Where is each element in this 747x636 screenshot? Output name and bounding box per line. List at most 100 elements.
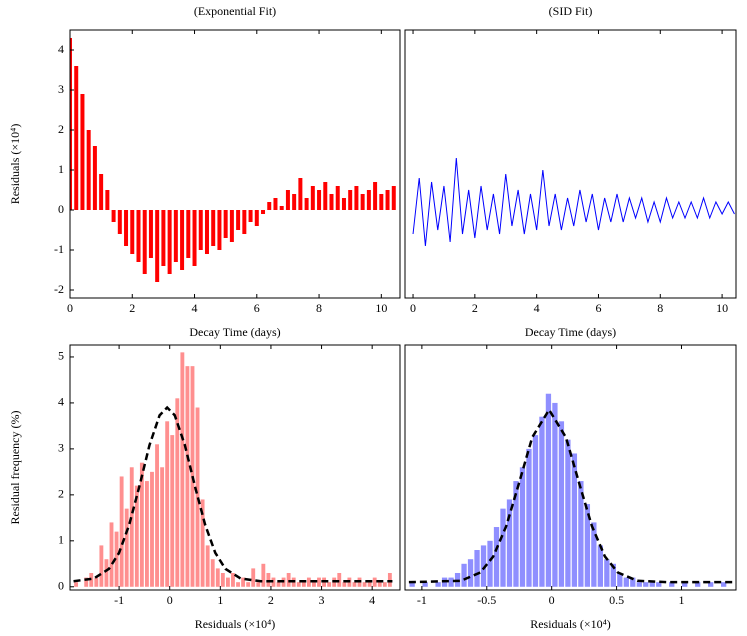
histogram-bar — [195, 407, 200, 587]
histogram-bar — [246, 582, 251, 587]
x-tick-label: -1 — [417, 593, 427, 607]
histogram-bar — [139, 462, 144, 587]
histogram-bar — [215, 568, 220, 587]
histogram-bar — [565, 439, 571, 587]
chart-title: (SID Fit) — [549, 4, 593, 18]
plot-area — [412, 157, 735, 247]
histogram-bar — [124, 508, 129, 587]
histogram-bar — [532, 435, 539, 587]
histogram-bar — [519, 467, 526, 587]
histogram-bar — [377, 582, 382, 587]
y-tick-label: 4 — [58, 395, 64, 409]
histogram-bar — [296, 582, 301, 587]
histogram-bar — [94, 577, 99, 587]
histogram-bar — [312, 582, 316, 587]
histogram-bar — [578, 481, 584, 587]
histogram-bar — [474, 550, 480, 587]
x-tick-label: 0 — [167, 593, 173, 607]
histogram-bar — [109, 522, 114, 587]
histogram-bar — [261, 563, 266, 587]
y-tick-label: 2 — [58, 122, 64, 136]
x-tick-label: 4 — [369, 593, 375, 607]
x-tick-label: 0 — [410, 301, 416, 315]
histogram-bar — [591, 522, 597, 587]
y-tick-label: 4 — [58, 42, 64, 56]
histogram-bar — [205, 545, 210, 587]
histogram-bar — [372, 577, 377, 587]
histogram-bar — [271, 577, 276, 587]
y-tick-label: 5 — [58, 349, 64, 363]
axes-frame — [404, 29, 737, 299]
histogram-bar — [584, 504, 591, 587]
x-tick-label: 10 — [375, 301, 387, 315]
histogram-bar — [236, 582, 240, 587]
histogram-bar — [409, 582, 415, 587]
histogram-bar — [493, 527, 500, 587]
histogram-bar — [526, 448, 532, 587]
histogram-bar — [210, 559, 215, 587]
histogram-bar — [114, 531, 119, 587]
x-tick-label: 2 — [472, 301, 478, 315]
histogram-bar — [84, 577, 89, 587]
histogram-bar — [306, 577, 311, 587]
y-tick-label: 1 — [58, 162, 64, 176]
histogram-bar — [170, 435, 175, 587]
x-tick-label: 10 — [716, 301, 728, 315]
histogram-bar — [327, 582, 332, 587]
histogram-bar — [682, 582, 688, 587]
histogram-bar — [276, 582, 281, 587]
histogram-bar — [150, 471, 154, 587]
histogram-bar — [231, 572, 235, 587]
histogram-bar — [129, 467, 134, 587]
histogram-bar — [352, 582, 357, 587]
residual-line — [412, 157, 735, 247]
x-tick-label: 6 — [254, 301, 260, 315]
x-tick-label: 0 — [67, 301, 73, 315]
axes-frame — [69, 344, 401, 591]
x-tick-label: 0.5 — [609, 593, 624, 607]
y-tick-label: -1 — [54, 242, 64, 256]
x-tick-label: 3 — [319, 593, 325, 607]
histogram-bar — [623, 577, 629, 587]
histogram-bar — [99, 545, 104, 587]
histogram-bar — [467, 559, 474, 587]
histogram-bar — [165, 421, 170, 587]
histogram-bar — [180, 352, 185, 587]
chart-title: (Exponential Fit) — [194, 4, 276, 18]
histogram-bar — [643, 582, 649, 587]
y-tick-label: 3 — [58, 82, 64, 96]
histogram-bar — [669, 582, 675, 587]
histogram-bar — [500, 508, 506, 587]
x-tick-label: 1 — [678, 593, 684, 607]
histogram-bar — [630, 577, 636, 587]
histogram-bar — [362, 582, 367, 587]
histogram-bar — [604, 559, 610, 587]
histogram-bar — [539, 416, 545, 587]
histogram-bar — [74, 582, 79, 587]
y-axis-label: Residuals (×10⁴) — [8, 124, 22, 205]
plot-area — [73, 352, 393, 587]
histogram-bar — [617, 572, 623, 587]
y-tick-label: 0 — [58, 202, 64, 216]
x-tick-label: 6 — [595, 301, 601, 315]
histogram-bar — [155, 444, 159, 587]
axes-frame — [404, 344, 737, 591]
histogram-bar — [461, 563, 467, 587]
histogram-bar — [571, 453, 578, 587]
plot-area — [70, 38, 396, 282]
histogram-bar — [513, 481, 519, 587]
histogram-bar — [480, 545, 487, 587]
histogram-bar — [387, 572, 392, 587]
histogram-bar — [636, 582, 642, 587]
y-tick-label: 0 — [58, 579, 64, 593]
histogram-bar — [119, 476, 124, 587]
histogram-bar — [721, 582, 727, 587]
histogram-bar — [286, 572, 291, 587]
x-tick-label: 2 — [129, 301, 135, 315]
histogram-bar — [220, 572, 225, 587]
histogram-bar — [695, 582, 701, 587]
x-tick-label: 1 — [217, 593, 223, 607]
x-tick-label: -1 — [114, 593, 124, 607]
